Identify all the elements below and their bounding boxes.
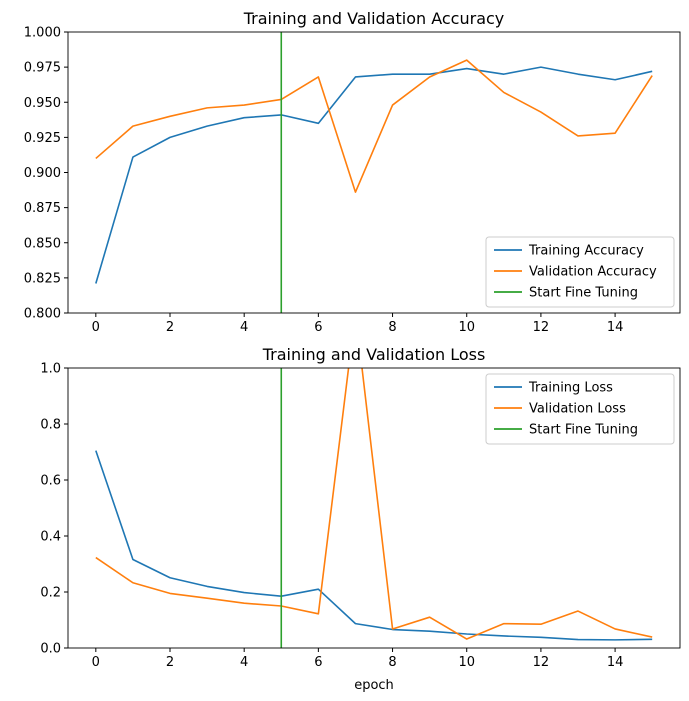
y-tick-label: 0.0 [40, 642, 61, 657]
legend: Training Loss Validation Loss Start Fine T… [485, 373, 675, 445]
legend-label-start-fine-tuning: Start Fine Tuning [529, 423, 638, 438]
y-tick-label: 0.950 [24, 96, 61, 111]
x-axis-label: epoch [354, 678, 394, 693]
x-tick-label: 12 [533, 655, 550, 670]
axes-frame [67, 367, 681, 649]
x-tick-label: 14 [607, 655, 624, 670]
x-tick-label: 10 [458, 655, 475, 670]
y-tick-label: 0.975 [24, 61, 61, 76]
x-tick-label: 12 [533, 320, 550, 335]
plot-area [95, 368, 653, 648]
y-tick-label: 0.4 [40, 530, 61, 545]
y-tick-label: 0.800 [24, 307, 61, 322]
x-tick-label: 0 [92, 320, 100, 335]
legend: Training Accuracy Validation Accuracy Star… [485, 236, 675, 308]
x-tick-label: 4 [240, 320, 248, 335]
y-tick-label: 0.875 [24, 201, 61, 216]
training-accuracy-line [95, 66, 653, 284]
chart-title: Training and Validation Accuracy [243, 9, 505, 28]
chart-1: Training and Validation Accuracy 0 2 4 6 8 10 1… [24, 9, 681, 335]
x-tick-label: 6 [314, 655, 322, 670]
legend-box [485, 236, 675, 308]
validation-accuracy-line [95, 59, 653, 193]
x-tick-label: 8 [388, 655, 396, 670]
legend-box [485, 373, 675, 445]
x-tick-label: 14 [607, 320, 624, 335]
legend-label-training-accuracy: Training Accuracy [528, 244, 644, 259]
y-tick-label: 0.925 [24, 131, 61, 146]
x-tick-label: 10 [458, 320, 475, 335]
y-tick-label: 0.6 [40, 474, 61, 489]
x-tick-label: 2 [166, 655, 174, 670]
training-loss-line [95, 450, 653, 641]
legend-label-validation-loss: Validation Loss [529, 402, 626, 417]
y-tick-label: 1.0 [40, 362, 61, 377]
y-tick-label: 1.000 [24, 26, 61, 41]
x-tick-label: 8 [388, 320, 396, 335]
axes-frame [67, 31, 681, 314]
chart-2: Training and Validation Loss 0 2 4 6 8 10 12 14 0… [40, 345, 681, 693]
validation-loss-line [95, 368, 653, 640]
legend-label-start-fine-tuning: Start Fine Tuning [529, 286, 638, 301]
legend-label-training-loss: Training Loss [528, 381, 613, 396]
x-tick-label: 6 [314, 320, 322, 335]
plot-area [95, 32, 653, 313]
y-tick-label: 0.850 [24, 236, 61, 251]
y-tick-label: 0.8 [40, 418, 61, 433]
y-tick-label: 0.825 [24, 271, 61, 286]
x-tick-label: 4 [240, 655, 248, 670]
y-tick-label: 0.900 [24, 166, 61, 181]
y-tick-label: 0.2 [40, 586, 61, 601]
chart-title: Training and Validation Loss [262, 345, 486, 364]
x-tick-label: 0 [92, 655, 100, 670]
legend-label-validation-accuracy: Validation Accuracy [529, 265, 657, 280]
x-tick-label: 2 [166, 320, 174, 335]
